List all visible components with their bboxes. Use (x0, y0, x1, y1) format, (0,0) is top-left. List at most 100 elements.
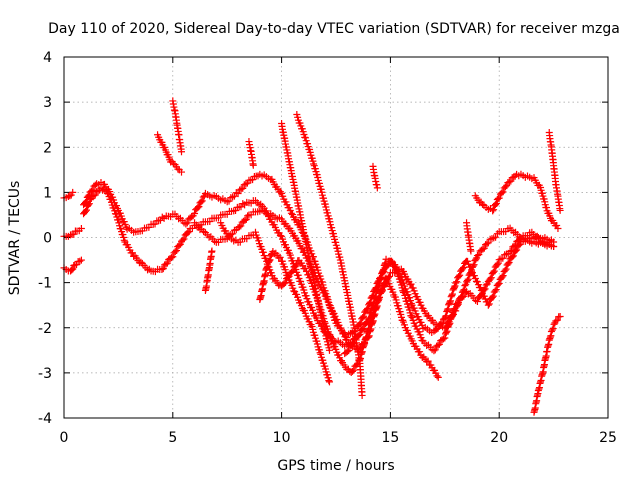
data-point (263, 263, 271, 271)
data-point (290, 287, 298, 295)
data-point (69, 265, 77, 273)
data-point (158, 265, 166, 273)
data-point (457, 294, 465, 302)
data-point (320, 289, 328, 297)
data-point (461, 282, 469, 290)
data-point (489, 268, 497, 276)
data-point (229, 193, 237, 201)
data-point (239, 200, 247, 208)
data-point (553, 316, 561, 324)
data-point (448, 312, 456, 320)
data-point (460, 286, 468, 294)
data-point (505, 178, 513, 186)
y-tick-label: 3 (43, 95, 52, 111)
data-point (491, 287, 499, 295)
data-point (241, 216, 249, 224)
data-point (477, 292, 485, 300)
data-point (433, 372, 441, 380)
data-point (235, 223, 243, 231)
data-point (507, 247, 515, 255)
data-point (446, 298, 454, 306)
data-point (180, 235, 188, 243)
data-point (358, 391, 366, 399)
data-point (249, 161, 257, 169)
data-point (87, 187, 95, 195)
plot-frame (63, 56, 609, 419)
data-point (512, 241, 520, 249)
data-point (234, 190, 242, 198)
data-point (502, 265, 510, 273)
data-point (348, 340, 356, 348)
data-point (178, 148, 186, 156)
data-point (442, 312, 450, 320)
y-tick-label: 1 (43, 185, 52, 201)
data-marks (60, 97, 564, 416)
data-point (293, 261, 301, 269)
data-point (373, 184, 381, 192)
data-point (439, 335, 447, 343)
data-point (195, 203, 203, 211)
data-point (399, 316, 407, 324)
data-point (491, 201, 499, 209)
y-tick-label: -3 (38, 366, 52, 382)
data-point (481, 285, 489, 293)
data-point (345, 347, 353, 355)
data-point (452, 279, 460, 287)
data-point (407, 280, 415, 288)
data-point (499, 272, 507, 280)
data-point (460, 263, 468, 271)
data-point (289, 267, 297, 275)
data-point (490, 206, 498, 214)
data-point (310, 160, 318, 168)
data-point (470, 261, 478, 269)
data-point (237, 185, 245, 193)
x-tick-label: 10 (273, 430, 291, 446)
data-point (489, 207, 497, 215)
data-point (198, 197, 206, 205)
data-point (448, 290, 456, 298)
data-point (91, 181, 99, 189)
data-point (447, 297, 455, 305)
data-point (348, 367, 356, 375)
data-point (505, 259, 513, 267)
data-point (501, 183, 509, 191)
data-point (501, 251, 509, 259)
data-point (508, 253, 516, 261)
data-point (487, 274, 495, 282)
data-point (492, 233, 500, 241)
y-tick-label: 0 (43, 231, 52, 247)
data-point (173, 247, 181, 255)
x-tick-label: 20 (490, 430, 508, 446)
data-point (259, 248, 267, 256)
data-point (184, 229, 192, 237)
data-point (371, 305, 379, 313)
data-point (358, 326, 366, 334)
data-point (159, 265, 167, 273)
data-point (459, 265, 467, 273)
data-point (494, 280, 502, 288)
data-point (280, 280, 288, 288)
data-point (349, 339, 357, 347)
y-axis-label: SDTVAR / TECUs (7, 181, 23, 296)
data-point (416, 348, 424, 356)
data-point (441, 324, 449, 332)
data-point (498, 189, 506, 197)
data-point (77, 224, 85, 232)
data-point (350, 366, 358, 374)
data-point (377, 287, 385, 295)
data-point (163, 259, 171, 267)
data-point (467, 269, 475, 277)
data-point (407, 312, 415, 320)
data-point (359, 313, 367, 321)
data-point (455, 272, 463, 280)
data-point (194, 204, 202, 212)
grid (63, 56, 609, 419)
data-point (73, 261, 81, 269)
data-point (448, 291, 456, 299)
data-point (225, 197, 233, 205)
data-point (479, 200, 487, 208)
data-point (509, 252, 517, 260)
data-point (503, 182, 511, 190)
data-point (179, 236, 187, 244)
